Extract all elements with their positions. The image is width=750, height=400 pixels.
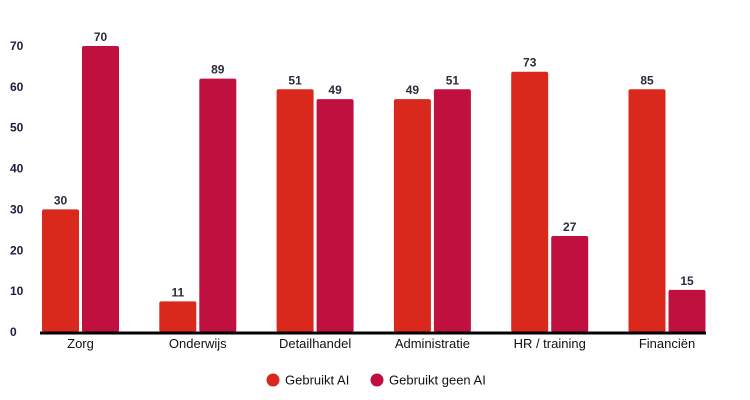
x-tick-label: Financiën [639,336,695,351]
data-label: 15 [680,274,694,288]
y-axis-ticks: 0 10 20 30 40 50 60 70 [10,39,24,339]
x-tick-label: Onderwijs [169,336,227,351]
x-axis-labels: Zorg Onderwijs Detailhandel Administratie HR… [67,336,695,351]
data-label: 30 [54,193,68,207]
bar-gebruikt-ai [393,99,431,332]
x-tick-label: Detailhandel [279,336,351,351]
data-label: 51 [288,73,302,87]
legend-label-gebruikt-ai: Gebruikt AI [285,373,349,388]
data-label: 27 [563,220,577,234]
bar-gebruikt-ai [628,89,666,333]
y-tick-label: 50 [10,121,24,135]
data-label: 49 [328,83,342,97]
data-label: 89 [211,63,225,77]
data-labels: 30 11 51 49 73 85 70 89 49 51 27 15 [54,30,694,299]
data-label: 70 [94,30,108,44]
y-tick-label: 40 [10,162,24,176]
y-tick-label: 10 [10,284,24,298]
y-tick-label: 60 [10,80,24,94]
bar-gebruikt-geen-ai [551,235,589,332]
x-tick-label: Administratie [395,336,470,351]
data-label: 85 [640,73,654,87]
y-tick-label: 20 [10,243,24,257]
bar-gebruikt-ai [276,89,314,333]
data-label: 11 [171,285,184,299]
legend-label-gebruikt-geen-ai: Gebruikt geen AI [389,373,486,388]
y-tick-label: 70 [10,39,24,53]
bars [42,46,706,333]
legend-marker-gebruikt-ai [266,373,280,387]
x-tick-label: HR / training [514,336,586,351]
data-label: 49 [406,83,420,97]
bar-gebruikt-geen-ai [668,289,706,332]
data-label: 73 [523,56,537,70]
x-tick-label: Zorg [67,336,94,351]
y-tick-label: 30 [10,202,24,216]
data-label: 51 [446,73,460,87]
bar-gebruikt-geen-ai [199,78,237,332]
bar-gebruikt-ai [42,209,79,332]
legend: Gebruikt AI Gebruikt geen AI [266,373,486,388]
bar-gebruikt-ai [511,71,549,333]
legend-marker-gebruikt-geen-ai [370,373,384,387]
y-tick-label: 0 [10,325,17,339]
bar-gebruikt-geen-ai [82,46,119,332]
bar-gebruikt-ai [159,301,197,332]
bar-gebruikt-geen-ai [316,99,354,332]
bar-gebruikt-geen-ai [433,89,471,333]
